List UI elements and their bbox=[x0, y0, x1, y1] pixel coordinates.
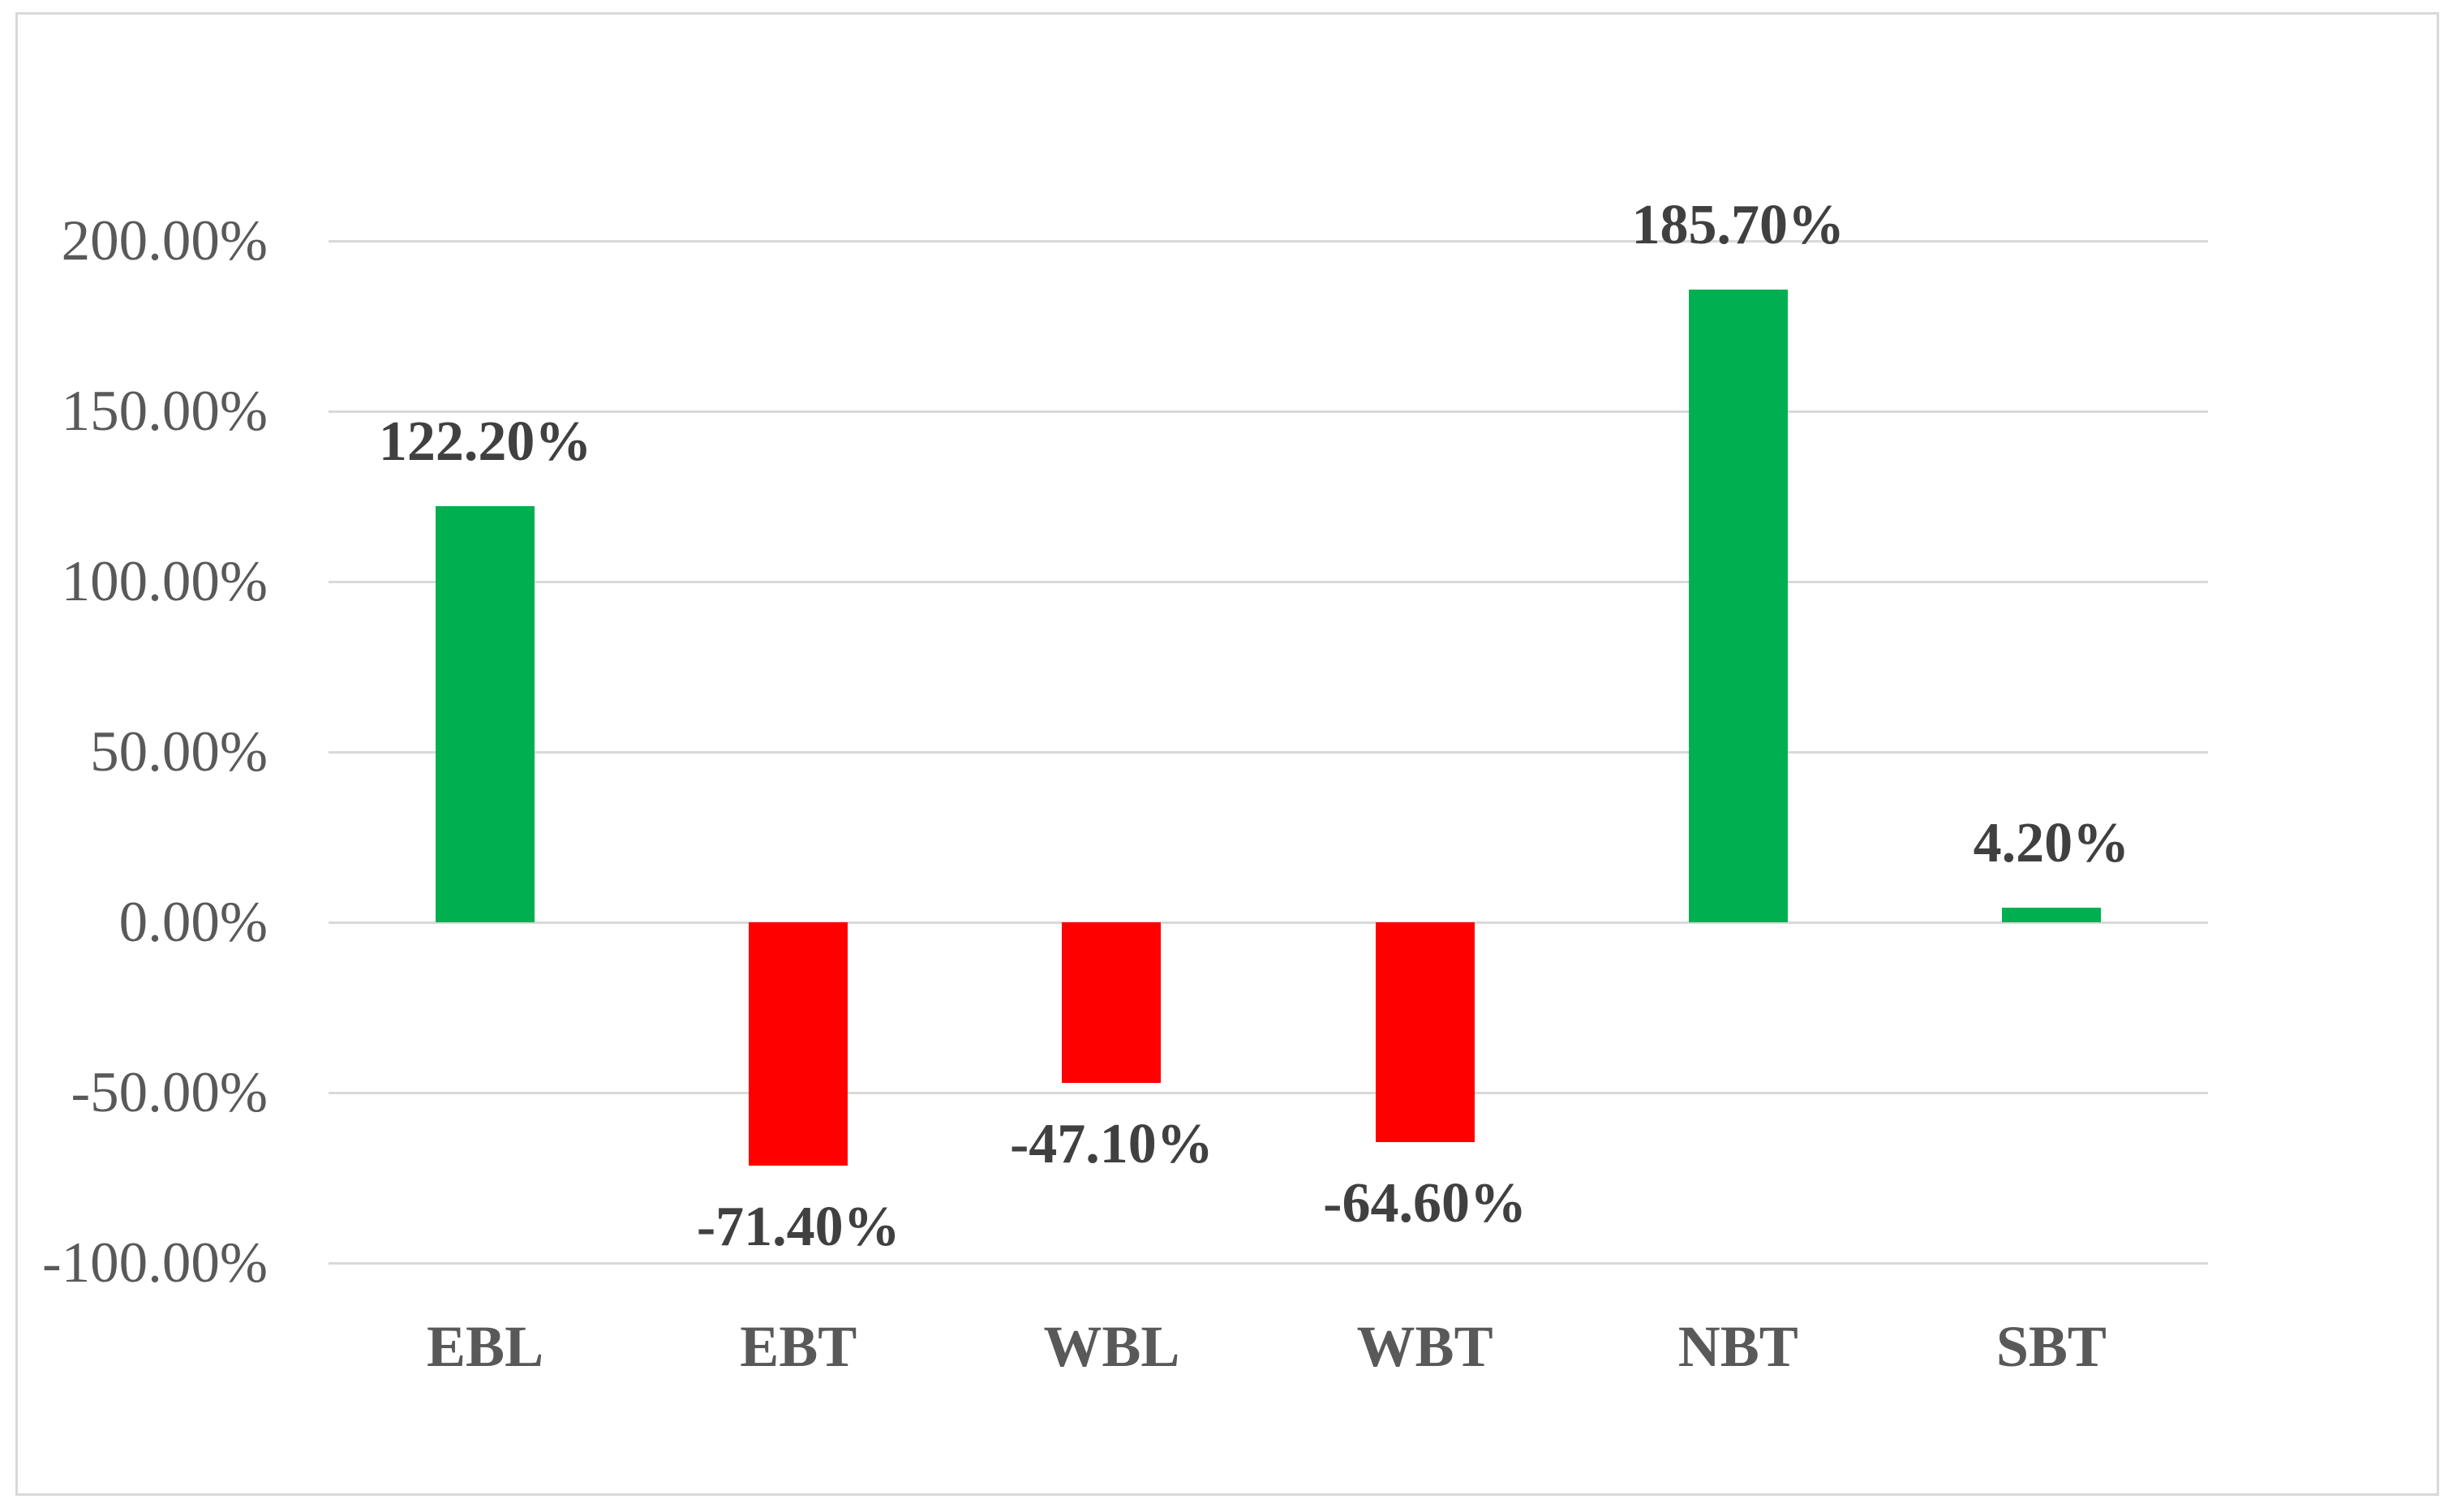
bar-sbt bbox=[2001, 908, 2101, 922]
x-axis-label-ebt: EBT bbox=[740, 1314, 857, 1379]
x-axis-label-wbl: WBL bbox=[1043, 1314, 1180, 1379]
data-label-nbt: 185.70% bbox=[1631, 194, 1845, 257]
x-axis-label-ebl: EBL bbox=[427, 1314, 544, 1379]
gridline bbox=[329, 1091, 2208, 1094]
gridline bbox=[329, 410, 2208, 413]
data-label-wbl: -47.10% bbox=[1010, 1112, 1213, 1175]
bar-wbt bbox=[1375, 922, 1475, 1143]
y-axis-tick-label: 150.00% bbox=[61, 380, 268, 443]
gridline bbox=[329, 750, 2208, 754]
gridline bbox=[329, 239, 2208, 243]
gridline bbox=[329, 580, 2208, 583]
y-axis-tick-label: 0.00% bbox=[118, 891, 268, 954]
data-label-wbt: -64.60% bbox=[1323, 1172, 1527, 1235]
bar-ebl bbox=[436, 505, 535, 922]
bar-nbt bbox=[1688, 290, 1788, 922]
bar-ebt bbox=[749, 922, 848, 1166]
y-axis-tick-label: 100.00% bbox=[61, 550, 268, 613]
x-axis-label-nbt: NBT bbox=[1677, 1314, 1798, 1379]
data-label-sbt: 4.20% bbox=[1973, 812, 2130, 875]
y-axis-tick-label: -50.00% bbox=[71, 1061, 268, 1124]
gridline bbox=[329, 1261, 2208, 1265]
data-label-ebt: -71.40% bbox=[696, 1195, 900, 1258]
x-axis-label-sbt: SBT bbox=[1995, 1314, 2107, 1379]
gridline bbox=[329, 921, 2208, 924]
x-axis-label-wbt: WBT bbox=[1356, 1314, 1493, 1379]
y-axis-tick-label: 50.00% bbox=[90, 720, 268, 784]
chart-frame bbox=[15, 12, 2439, 1496]
y-axis-tick-label: 200.00% bbox=[61, 209, 268, 273]
bar-wbl bbox=[1062, 922, 1162, 1083]
y-axis-tick-label: -100.00% bbox=[41, 1231, 268, 1295]
data-label-ebl: 122.20% bbox=[378, 410, 592, 473]
